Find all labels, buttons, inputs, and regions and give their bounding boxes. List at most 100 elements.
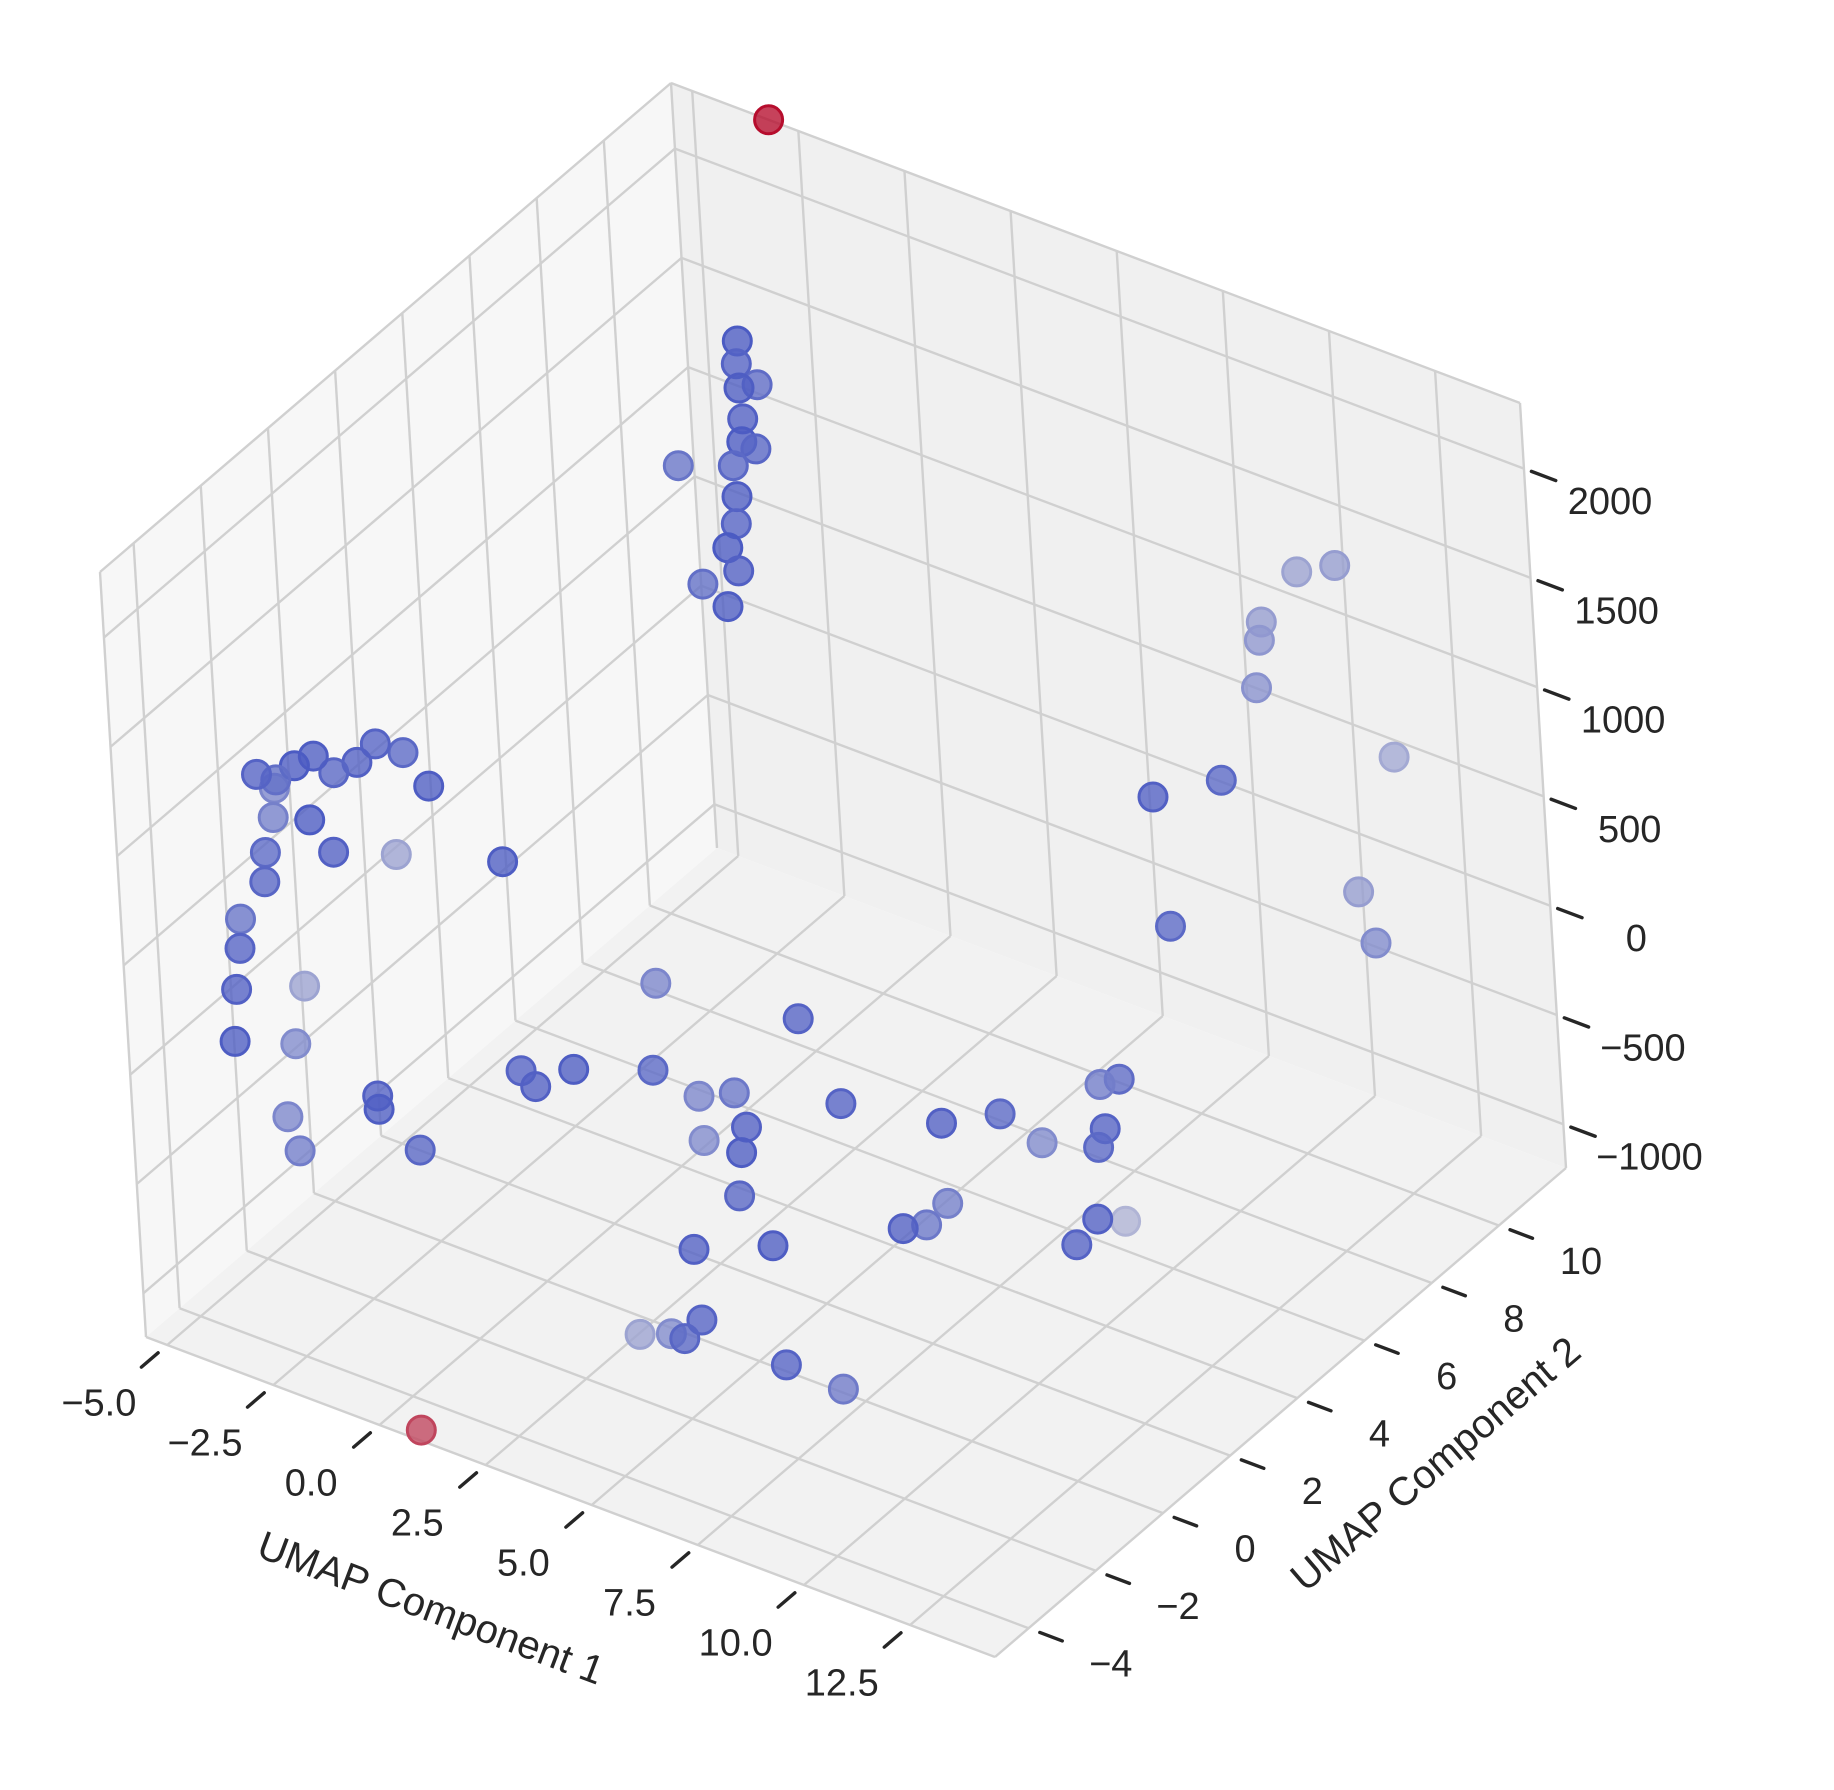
data-point [740, 433, 772, 465]
z-grid-left [103, 147, 676, 639]
x-grid-back [1327, 330, 1377, 1097]
data-point [984, 1098, 1016, 1130]
data-point [887, 1213, 919, 1245]
data-point [687, 568, 719, 600]
y-tick-mark [1105, 1573, 1132, 1586]
y-tick-mark [1172, 1515, 1199, 1528]
x-grid-back [903, 170, 952, 937]
x-tick-mark [882, 1631, 903, 1649]
z-tick-mark [1569, 1125, 1597, 1138]
y-tick-label: 2 [1302, 1471, 1323, 1513]
data-point [1378, 741, 1410, 773]
data-point [224, 932, 256, 964]
y-grid-left [535, 197, 584, 964]
x-grid-floor [272, 895, 846, 1386]
y-grid-left [199, 485, 248, 1251]
data-points [219, 104, 1410, 1446]
data-point [520, 1071, 552, 1103]
y-tick-label: 4 [1369, 1414, 1390, 1456]
y-grid-floor [246, 1249, 1097, 1572]
data-point [724, 1180, 756, 1212]
z-tick-mark [1562, 1016, 1591, 1029]
data-point [1026, 1127, 1058, 1159]
z-tick-label: 500 [1598, 809, 1661, 851]
data-point [662, 450, 694, 482]
x-tick-label: −5.0 [61, 1383, 136, 1425]
data-point [387, 737, 419, 769]
data-point [723, 372, 755, 404]
data-point [1082, 1203, 1114, 1235]
y-tick-mark [1508, 1228, 1535, 1240]
data-point [731, 1111, 762, 1143]
left-pane [100, 83, 717, 1337]
z-tick-label: 0 [1626, 918, 1647, 960]
y-grid-floor [649, 904, 1500, 1227]
x-grid-back [797, 130, 846, 897]
y-grid-floor [179, 1307, 1030, 1630]
y-tick-label: −2 [1156, 1586, 1199, 1628]
data-point [1281, 556, 1313, 588]
data-point [726, 1137, 758, 1169]
y-grid-floor [313, 1192, 1164, 1515]
z-tick-mark [1556, 906, 1584, 920]
z-grid-back [687, 366, 1538, 689]
x-tick-mark [458, 1471, 479, 1489]
z-grid-left [116, 366, 689, 858]
z-grid-back [694, 475, 1545, 798]
axis-panes [100, 83, 1566, 1657]
z-tick-mark [1542, 688, 1571, 701]
z-tick-mark [1536, 578, 1565, 592]
z-tick-label: 1000 [1581, 700, 1666, 742]
data-point [404, 1134, 436, 1166]
data-point [825, 1088, 857, 1120]
z-grid-back [713, 803, 1564, 1126]
data-point [1360, 927, 1392, 959]
x-grid-back [1009, 210, 1058, 977]
data-point [637, 1054, 669, 1086]
data-point [1243, 624, 1275, 656]
data-point [683, 1080, 715, 1112]
x-tick-mark [670, 1551, 691, 1569]
x-grid-floor [484, 975, 1058, 1466]
z-tick-mark [1549, 797, 1578, 811]
z-grid-left [136, 694, 709, 1185]
y-tick-label: 8 [1503, 1299, 1524, 1341]
data-point [284, 1135, 316, 1167]
tick-marks [139, 469, 1597, 1649]
data-point [717, 450, 749, 482]
pane-edge [670, 81, 1521, 405]
pane-edge [99, 82, 672, 573]
data-point [712, 591, 744, 623]
data-point [640, 967, 672, 999]
z-tick-mark [1529, 469, 1558, 483]
data-point [219, 1025, 251, 1057]
data-point [318, 836, 350, 868]
data-point [770, 1349, 802, 1381]
data-point [1110, 1205, 1142, 1237]
y-grid-left [132, 543, 181, 1309]
y-tick-label: 0 [1235, 1529, 1256, 1571]
x-axis-line [145, 1335, 996, 1659]
data-point [1155, 910, 1186, 942]
data-point [624, 1318, 656, 1350]
data-point [1241, 672, 1272, 704]
data-point [782, 1003, 814, 1035]
data-point [249, 866, 281, 898]
data-point [225, 903, 256, 935]
x-grid-floor [803, 1095, 1376, 1586]
x-grid-floor [166, 855, 740, 1346]
x-tick-mark [776, 1591, 797, 1609]
x-grid-floor [378, 935, 952, 1426]
z-tick-label: 1500 [1574, 590, 1659, 632]
y-grid-left [602, 140, 652, 906]
data-point [753, 104, 785, 136]
y-grid-floor [380, 1134, 1231, 1457]
z-grid-back [674, 147, 1525, 470]
z-grid-back [700, 584, 1551, 907]
y-tick-mark [1373, 1343, 1400, 1355]
z-grid-back [681, 256, 1531, 579]
x-grid-back [691, 90, 740, 857]
pane-edge [669, 82, 719, 849]
data-point [1205, 764, 1237, 796]
